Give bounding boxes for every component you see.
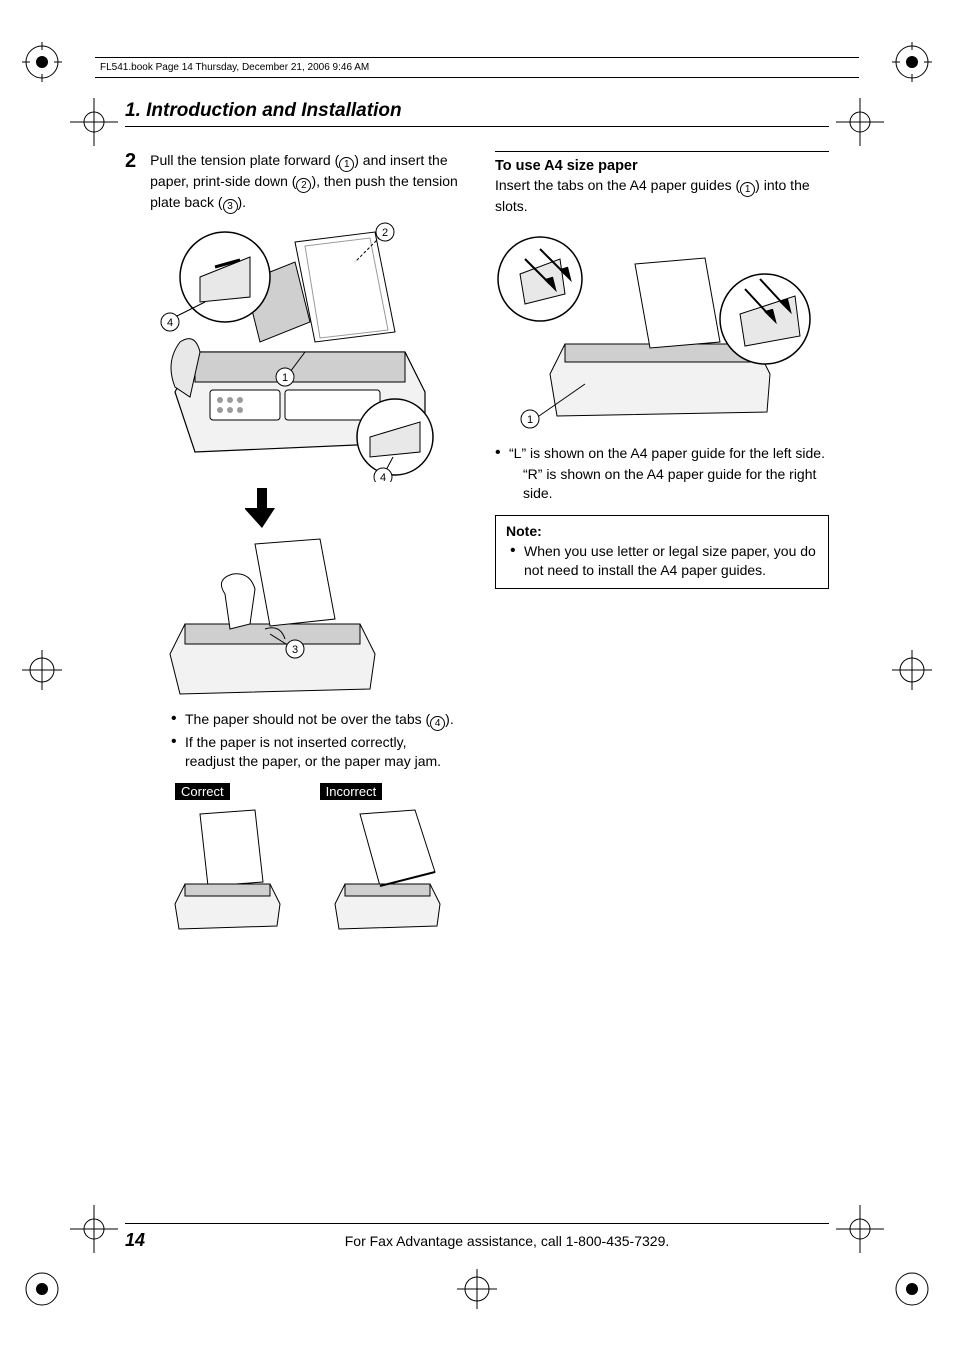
a4-notes: “L” is shown on the A4 paper guide for t… [495, 444, 829, 503]
correct-incorrect-labels: Correct Incorrect [175, 783, 459, 800]
arrow-down-icon [245, 488, 459, 528]
svg-text:1: 1 [282, 372, 288, 384]
callout-ref-icon: 4 [430, 716, 445, 731]
svg-text:1: 1 [527, 414, 533, 426]
callout-ref-icon: 3 [223, 199, 238, 214]
crop-mark-icon [457, 1269, 497, 1309]
label-correct: Correct [175, 783, 230, 800]
note-text: ). [445, 711, 454, 727]
callout-ref-icon: 2 [296, 178, 311, 193]
crop-mark-icon [892, 650, 932, 690]
callout-ref-icon: 1 [339, 157, 354, 172]
note-item: If the paper is not inserted correctly, … [171, 733, 459, 771]
step-notes: The paper should not be over the tabs (4… [171, 710, 459, 771]
header-rule [95, 57, 859, 58]
note-text: The paper should not be over the tabs ( [185, 711, 430, 727]
step-number: 2 [125, 151, 136, 214]
crop-mark-icon [892, 1269, 932, 1309]
header-rule [95, 77, 859, 78]
step-text: ). [238, 194, 247, 210]
note-item: When you use letter or legal size paper,… [510, 542, 818, 580]
figure-correct-incorrect [165, 804, 459, 934]
svg-text:4: 4 [380, 472, 386, 482]
right-column: To use A4 size paper Insert the tabs on … [495, 151, 829, 934]
note-text: “L” is shown on the A4 paper guide for t… [509, 445, 825, 461]
note-text: “R” is shown on the A4 paper guide for t… [523, 465, 829, 503]
note-item: The paper should not be over the tabs (4… [171, 710, 459, 731]
note-item: “L” is shown on the A4 paper guide for t… [495, 444, 829, 503]
step-body: Pull the tension plate forward (1) and i… [150, 151, 459, 214]
figure-push-back: 3 [155, 534, 459, 704]
footer-text: For Fax Advantage assistance, call 1-800… [185, 1233, 829, 1249]
note-title: Note: [506, 522, 818, 541]
crop-mark-icon [22, 650, 62, 690]
a4-paragraph: Insert the tabs on the A4 paper guides (… [495, 176, 829, 216]
header-crop-info: FL541.book Page 14 Thursday, December 21… [100, 62, 369, 73]
figure-insert-paper: 2 4 1 4 [155, 222, 459, 482]
label-incorrect: Incorrect [320, 783, 383, 800]
svg-text:2: 2 [382, 227, 388, 239]
page-content: 1. Introduction and Installation 2 Pull … [125, 100, 829, 1251]
crop-mark-icon [22, 42, 62, 82]
registration-mark-icon [70, 1205, 118, 1253]
svg-text:3: 3 [292, 644, 298, 656]
callout-ref-icon: 1 [740, 182, 755, 197]
registration-mark-icon [836, 98, 884, 146]
page-footer: 14 For Fax Advantage assistance, call 1-… [125, 1223, 829, 1251]
registration-mark-icon [70, 98, 118, 146]
page-number: 14 [125, 1230, 185, 1251]
para-text: Insert the tabs on the A4 paper guides ( [495, 177, 740, 193]
subheading-a4: To use A4 size paper [495, 151, 829, 174]
section-title: 1. Introduction and Installation [125, 100, 829, 127]
step-2: 2 Pull the tension plate forward (1) and… [125, 151, 459, 214]
registration-mark-icon [836, 1205, 884, 1253]
svg-text:4: 4 [167, 317, 173, 329]
figure-a4-guides: 1 [495, 224, 829, 434]
crop-mark-icon [892, 42, 932, 82]
note-box: Note: When you use letter or legal size … [495, 515, 829, 590]
step-text: Pull the tension plate forward ( [150, 152, 339, 168]
crop-mark-icon [22, 1269, 62, 1309]
left-column: 2 Pull the tension plate forward (1) and… [125, 151, 459, 934]
